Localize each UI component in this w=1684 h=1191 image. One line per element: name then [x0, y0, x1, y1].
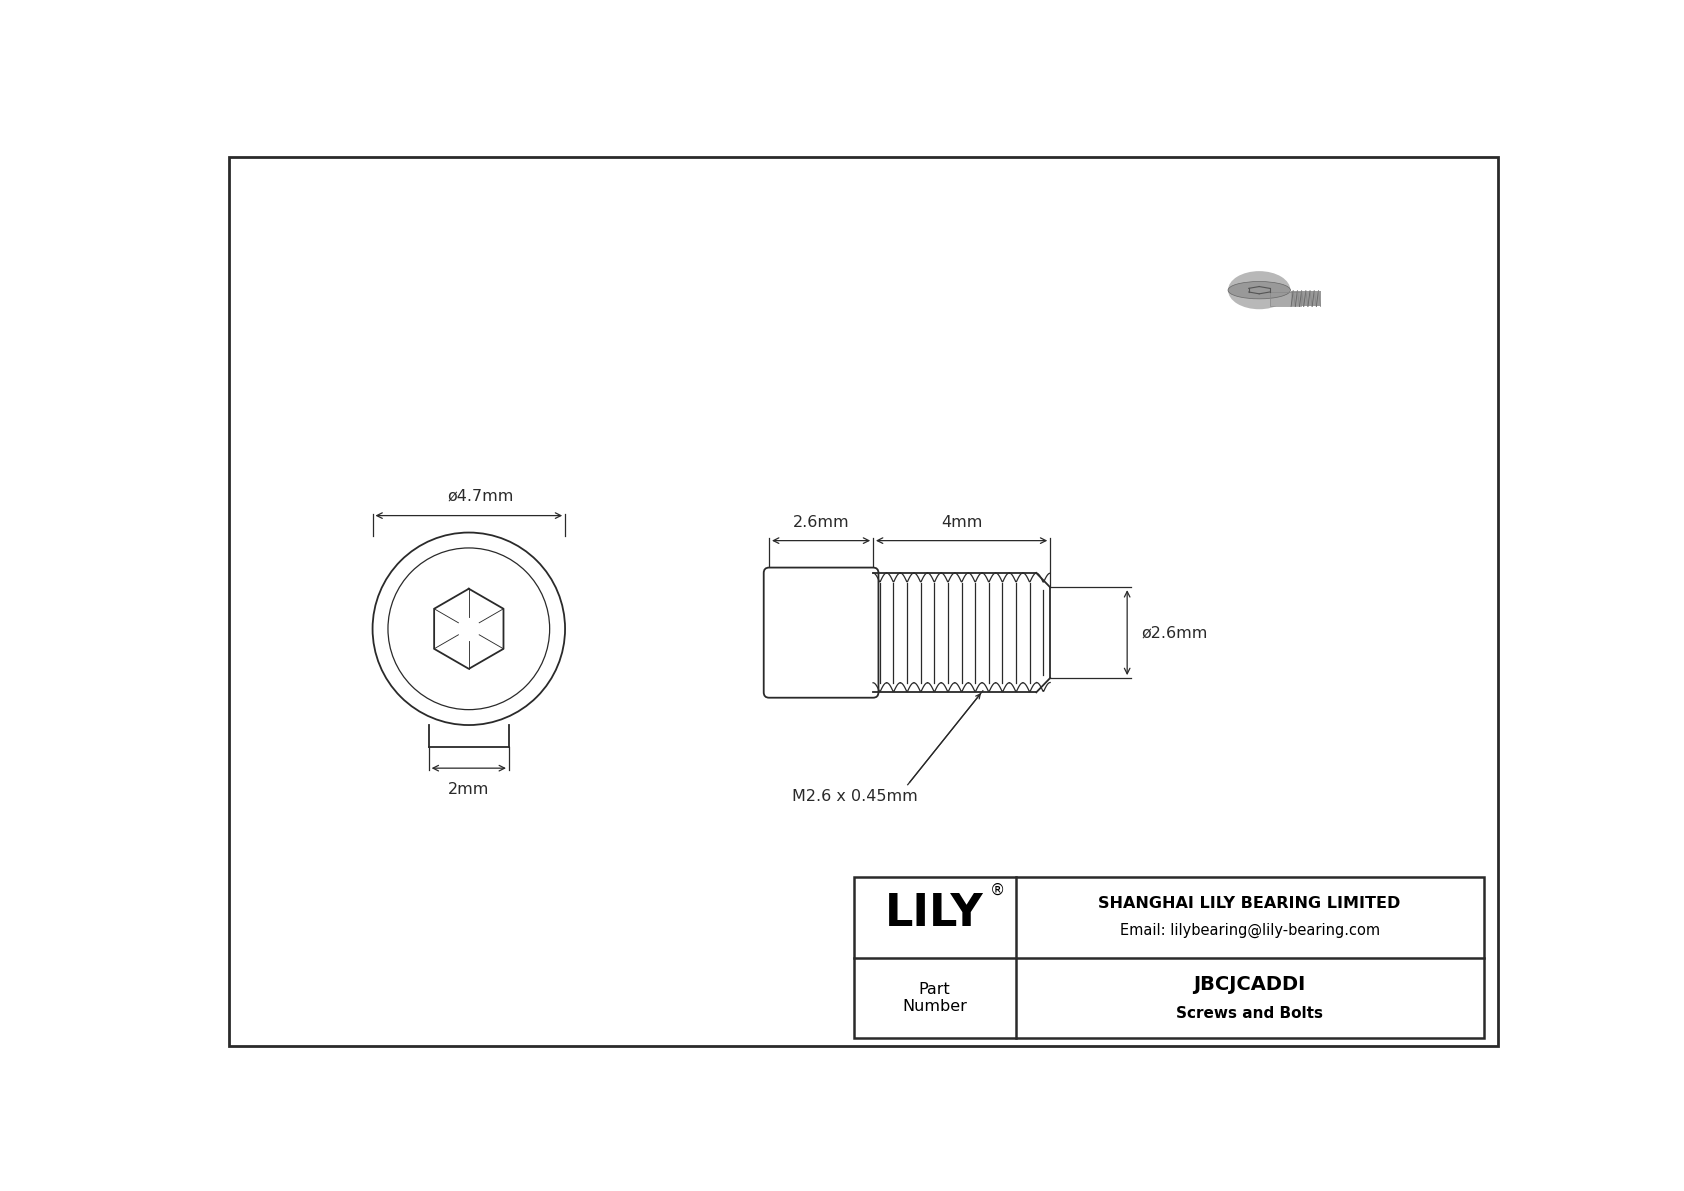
Ellipse shape [1228, 272, 1290, 310]
Text: Screws and Bolts: Screws and Bolts [1175, 1006, 1324, 1021]
Text: SHANGHAI LILY BEARING LIMITED: SHANGHAI LILY BEARING LIMITED [1098, 896, 1401, 911]
Bar [429, 701, 509, 727]
Text: M2.6 x 0.45mm: M2.6 x 0.45mm [791, 788, 918, 804]
Text: ø2.6mm: ø2.6mm [1142, 625, 1207, 640]
Text: 2mm: 2mm [448, 782, 490, 797]
Text: ø4.7mm: ø4.7mm [448, 488, 514, 504]
Bar [1292, 291, 1320, 306]
Ellipse shape [1228, 281, 1290, 299]
Bar [854, 877, 1484, 1039]
Text: Part
Number: Part Number [903, 981, 967, 1015]
Text: 4mm: 4mm [941, 515, 982, 530]
FancyBboxPatch shape [765, 568, 879, 698]
Text: Email: lilybearing@lily-bearing.com: Email: lilybearing@lily-bearing.com [1120, 923, 1379, 937]
Bar [1270, 292, 1300, 306]
Text: 2.6mm: 2.6mm [793, 515, 849, 530]
Text: ®: ® [990, 883, 1005, 898]
Text: LILY: LILY [886, 892, 983, 935]
Bar [1270, 292, 1300, 306]
Text: JBCJCADDI: JBCJCADDI [1194, 975, 1305, 994]
